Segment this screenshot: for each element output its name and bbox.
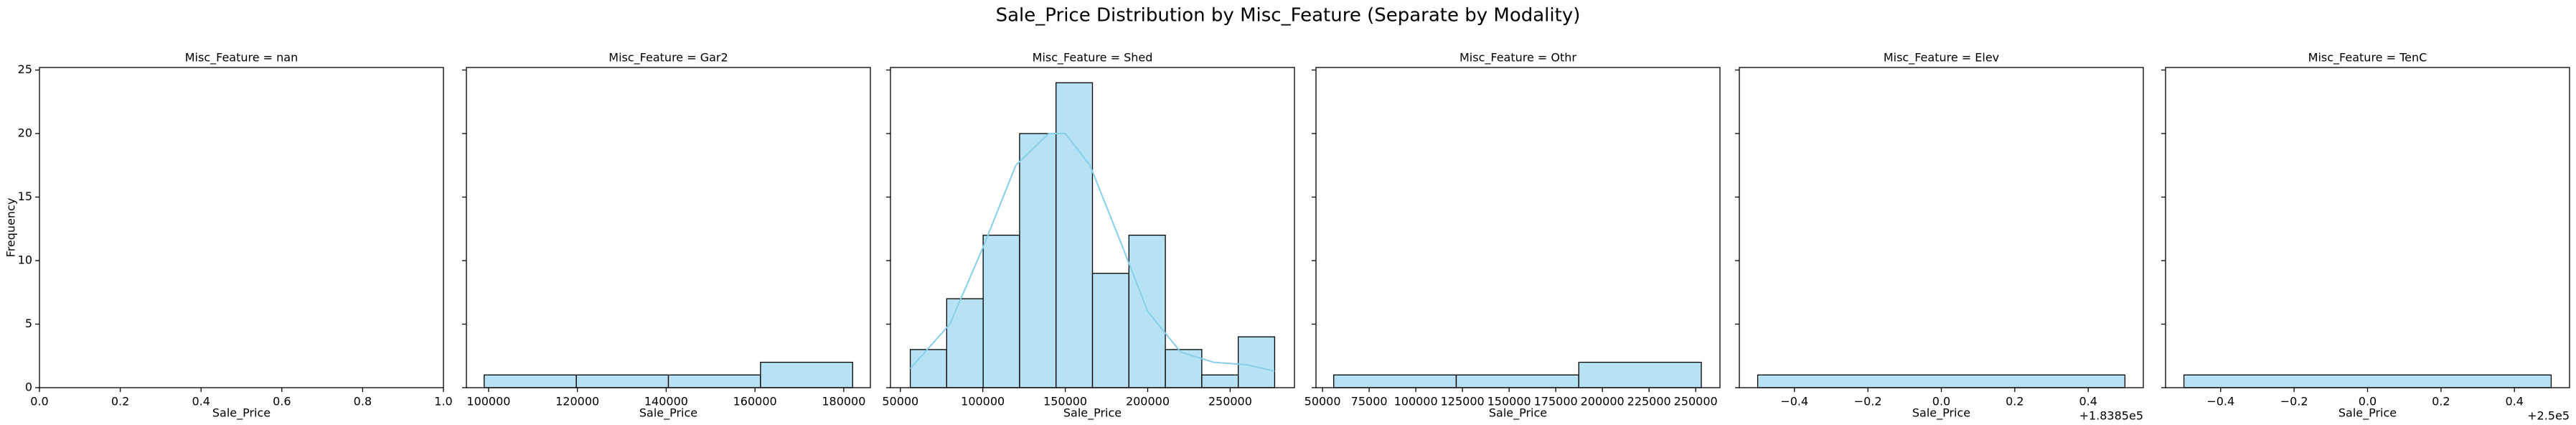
x-tick-label: 200000: [1581, 395, 1625, 408]
bar: [1578, 361, 1702, 388]
bar: [1455, 374, 1579, 388]
x-tick-label: 250000: [1674, 395, 1718, 408]
y-tick-label: 15: [18, 190, 32, 203]
bar: [1056, 82, 1094, 388]
subplot-title: Misc_Feature = Gar2: [608, 51, 728, 65]
x-offset-label: +2.5e5: [2527, 409, 2570, 423]
x-tick-label: 175000: [1534, 395, 1578, 408]
x-tick-label: 150000: [1487, 395, 1531, 408]
y-tick-label: 10: [18, 253, 32, 267]
axes-frame: [39, 67, 444, 388]
bar: [575, 374, 669, 388]
bar: [1201, 374, 1239, 388]
x-axis-label: Sale_Price: [1912, 406, 1970, 421]
axes-frame: [2165, 67, 2570, 388]
x-tick-label: 0.2: [111, 395, 129, 408]
subplot-title: Misc_Feature = Othr: [1459, 51, 1576, 65]
bar: [1333, 374, 1457, 388]
x-tick-label: 0.2: [2432, 395, 2450, 408]
axes-frame: [890, 67, 1295, 388]
x-tick-label: 0.8: [354, 395, 372, 408]
x-tick-label: 0.0: [1932, 395, 1950, 408]
x-tick-label: 125000: [1441, 395, 1485, 408]
x-tick-label: 1.0: [434, 395, 452, 408]
x-tick-label: 0.6: [273, 395, 291, 408]
x-axis-label: Sale_Price: [212, 406, 271, 421]
x-tick-label: 200000: [1126, 395, 1170, 408]
x-tick-label: 75000: [1351, 395, 1388, 408]
axes-frame: [1315, 67, 1721, 388]
x-tick-label: −0.2: [2280, 395, 2308, 408]
x-tick-label: 0.4: [2506, 395, 2524, 408]
bar: [760, 361, 853, 388]
x-tick-label: 120000: [555, 395, 599, 408]
x-tick-label: −0.4: [2206, 395, 2234, 408]
bar: [484, 374, 577, 388]
bar: [667, 374, 761, 388]
subplot-title: Misc_Feature = Shed: [1033, 51, 1153, 65]
subplot-title: Misc_Feature = Elev: [1884, 51, 1999, 65]
subplot-title: Misc_Feature = nan: [185, 51, 299, 65]
kde-line: [909, 133, 1275, 372]
x-tick-label: 0.0: [2359, 395, 2377, 408]
x-tick-label: 50000: [1305, 395, 1341, 408]
y-tick-label: 0: [25, 380, 32, 394]
bar: [1237, 336, 1276, 388]
x-tick-label: 0.0: [30, 395, 48, 408]
y-axis-label: Frequency: [4, 198, 18, 258]
figure-title: Sale_Price Distribution by Misc_Feature …: [996, 5, 1581, 27]
y-tick-label: 20: [18, 126, 32, 140]
x-tick-label: 100000: [466, 395, 510, 408]
y-tick-label: 5: [25, 317, 32, 330]
bar: [909, 349, 948, 388]
x-offset-label: +1.8385e5: [2079, 409, 2143, 423]
x-tick-label: 150000: [1043, 395, 1087, 408]
x-tick-label: 100000: [1394, 395, 1438, 408]
x-tick-label: 0.4: [2079, 395, 2097, 408]
x-tick-label: 160000: [733, 395, 777, 408]
x-tick-label: 0.2: [2006, 395, 2023, 408]
x-tick-label: 50000: [882, 395, 918, 408]
x-tick-label: 0.4: [192, 395, 210, 408]
bar: [2183, 374, 2552, 388]
x-axis-label: Sale_Price: [1063, 406, 1122, 421]
bar: [1019, 133, 1057, 388]
x-axis-label: Sale_Price: [639, 406, 697, 421]
x-tick-label: 225000: [1627, 395, 1671, 408]
bar: [1165, 349, 1203, 388]
x-tick-label: −0.2: [1854, 395, 1882, 408]
axes-frame: [466, 67, 871, 388]
bar: [1757, 374, 2126, 388]
x-tick-label: −0.4: [1780, 395, 1808, 408]
x-tick-label: 100000: [961, 395, 1005, 408]
bar: [946, 298, 984, 388]
bar: [1091, 273, 1129, 388]
x-tick-label: 250000: [1208, 395, 1252, 408]
x-axis-label: Sale_Price: [2338, 406, 2397, 421]
x-tick-label: 140000: [644, 395, 688, 408]
axes-frame: [1739, 67, 2144, 388]
x-tick-label: 180000: [822, 395, 865, 408]
x-axis-label: Sale_Price: [1489, 406, 1547, 421]
subplot-title: Misc_Feature = TenC: [2308, 51, 2427, 65]
y-tick-label: 25: [18, 62, 32, 76]
bar: [982, 234, 1020, 388]
